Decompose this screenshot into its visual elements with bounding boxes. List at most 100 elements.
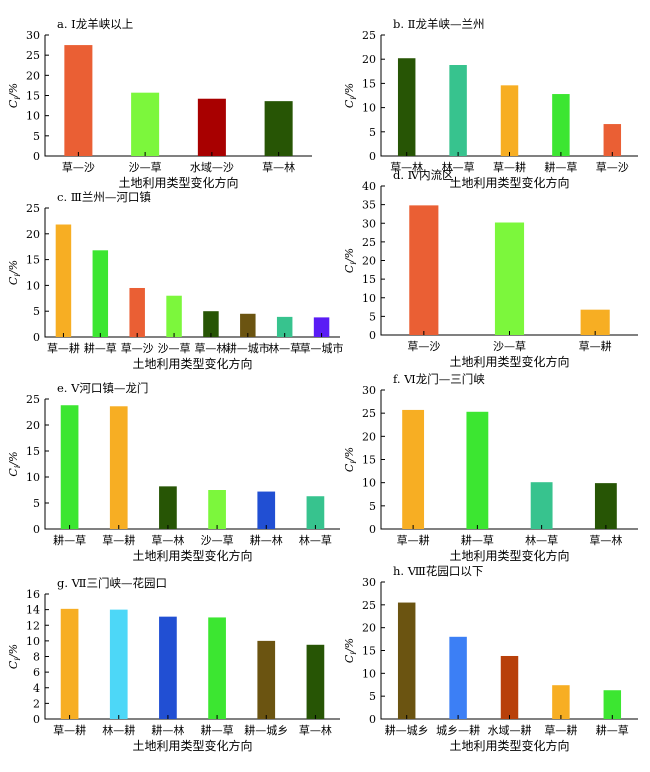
panel-title: d. Ⅳ内流区 xyxy=(393,168,454,182)
y-axis-label-unit: /% xyxy=(7,644,20,659)
x-tick-label: 草—林 xyxy=(262,160,295,174)
y-tick-label: 10 xyxy=(26,279,40,292)
bar xyxy=(449,65,467,156)
bar xyxy=(92,250,109,337)
x-tick-label: 草—林 xyxy=(589,533,622,547)
panel-6: f. Ⅵ龙门—三门峡 0 5 10 15 20 25 30 草—耕 耕—草 林—草 草—林土地利用类型… xyxy=(343,372,638,563)
x-tick-label: 草—耕 xyxy=(47,341,80,355)
bar xyxy=(264,101,293,156)
y-axis-label-main: C xyxy=(7,468,20,477)
x-tick-label: 草—耕 xyxy=(53,723,86,737)
x-tick-label: 草—林 xyxy=(390,160,423,174)
bar xyxy=(500,85,519,156)
y-axis-label-subscript: i xyxy=(349,461,358,464)
panel-title: h. Ⅷ花园口以下 xyxy=(393,564,483,578)
y-tick-label: 15 xyxy=(362,454,376,467)
bar xyxy=(603,124,622,156)
panel-5: e. Ⅴ河口镇—龙门 0 5 10 15 20 25 耕—草 草—耕 草—林 沙—草 耕—林 林—草土地… xyxy=(7,381,340,563)
bar xyxy=(129,287,145,337)
y-axis-label-unit: /% xyxy=(343,83,356,98)
x-tick-label: 草—耕 xyxy=(544,723,577,737)
y-axis-label: Ci/% xyxy=(343,248,358,273)
panel-title: c. Ⅲ兰州—河口镇 xyxy=(57,190,151,204)
panel-title: f. Ⅵ龙门—三门峡 xyxy=(393,372,485,386)
y-tick-label: 0 xyxy=(33,713,40,726)
bar xyxy=(60,608,79,719)
bar xyxy=(306,644,325,719)
x-tick-label: 林—耕 xyxy=(102,723,135,737)
y-axis-label: Ci/% xyxy=(7,83,22,108)
y-tick-label: 15 xyxy=(26,445,40,458)
y-tick-label: 15 xyxy=(362,77,376,90)
y-axis-label-subscript: i xyxy=(13,658,22,661)
bar xyxy=(109,609,128,719)
bar xyxy=(208,490,226,529)
bar xyxy=(60,405,79,529)
y-axis-label-unit: /% xyxy=(343,638,356,653)
y-tick-label: 5 xyxy=(33,305,40,318)
y-axis-label: Ci/% xyxy=(343,638,358,663)
y-tick-label: 0 xyxy=(369,523,376,536)
y-axis-label: Ci/% xyxy=(7,644,22,669)
y-tick-label: 0 xyxy=(33,331,40,344)
x-tick-label: 沙—草 xyxy=(201,534,234,547)
bar xyxy=(159,616,177,719)
y-axis-label-subscript: i xyxy=(349,97,358,100)
x-axis-label: 土地利用类型变化方向 xyxy=(449,175,569,190)
bar xyxy=(466,411,489,529)
x-tick-label: 草—沙 xyxy=(62,161,95,174)
x-tick-label: 林—草 xyxy=(299,533,332,547)
y-tick-label: 35 xyxy=(362,199,376,212)
x-axis-label: 土地利用类型变化方向 xyxy=(449,548,569,563)
y-tick-label: 0 xyxy=(369,713,376,726)
x-tick-label: 草—耕 xyxy=(397,533,430,547)
y-axis-label-main: C xyxy=(7,276,20,285)
y-tick-label: 2 xyxy=(33,697,40,710)
y-tick-label: 30 xyxy=(362,384,376,397)
y-tick-label: 0 xyxy=(369,150,376,163)
y-tick-label: 0 xyxy=(33,150,40,163)
y-axis-label-subscript: i xyxy=(349,262,358,265)
x-tick-label: 草—城市 xyxy=(300,341,344,355)
x-tick-label: 城乡—耕 xyxy=(436,723,480,737)
y-tick-label: 20 xyxy=(362,430,376,443)
x-tick-label: 沙—草 xyxy=(158,342,191,355)
x-axis-label: 土地利用类型变化方向 xyxy=(449,354,569,369)
y-axis-label: Ci/% xyxy=(7,451,22,476)
panel-3: c. Ⅲ兰州—河口镇 0 5 10 15 20 25 草—耕 耕—草 草—沙 沙—草 草—林耕—城市林… xyxy=(7,190,344,371)
y-tick-label: 20 xyxy=(26,419,40,432)
bar xyxy=(276,316,293,337)
y-axis-label: Ci/% xyxy=(7,260,22,285)
y-tick-label: 10 xyxy=(26,635,40,648)
y-tick-label: 20 xyxy=(362,255,376,268)
bar xyxy=(240,313,256,337)
y-axis-label-subscript: i xyxy=(349,652,358,655)
bar xyxy=(603,690,622,719)
x-tick-label: 耕—草 xyxy=(544,160,577,174)
y-tick-label: 20 xyxy=(26,228,40,241)
y-tick-label: 5 xyxy=(33,497,40,510)
x-tick-label: 草—林 xyxy=(299,723,332,737)
panel-1: a. Ⅰ龙羊峡以上 0 5 10 15 20 25 30 草—沙 沙—草 水域—沙 草—林土地利用类型… xyxy=(7,17,312,190)
y-tick-label: 25 xyxy=(26,202,40,215)
y-tick-label: 10 xyxy=(362,667,376,680)
axis-lines xyxy=(44,208,340,338)
y-axis-label-unit: /% xyxy=(7,83,20,98)
y-tick-label: 15 xyxy=(362,273,376,286)
x-tick-label: 水域—沙 xyxy=(190,161,234,174)
y-tick-label: 14 xyxy=(26,604,40,617)
x-tick-label: 草—耕 xyxy=(102,533,135,547)
bar xyxy=(530,482,553,529)
bar xyxy=(257,491,276,529)
bar xyxy=(500,655,519,719)
y-axis-label-subscript: i xyxy=(13,465,22,468)
y-tick-label: 10 xyxy=(362,477,376,490)
y-axis-label-main: C xyxy=(343,463,356,472)
bar xyxy=(494,222,525,335)
y-tick-label: 20 xyxy=(362,622,376,635)
bar xyxy=(580,309,610,335)
bar xyxy=(109,406,128,529)
bar xyxy=(409,205,439,335)
bar xyxy=(552,685,570,719)
